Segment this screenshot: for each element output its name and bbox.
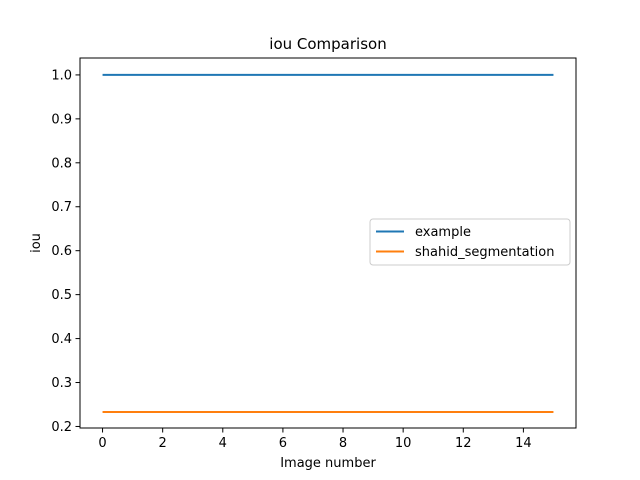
chart-title: iou Comparison [269,35,386,53]
x-tick-label: 6 [279,436,287,451]
x-tick-label: 14 [515,436,532,451]
legend-label-shahid-segmentation: shahid_segmentation [415,245,554,260]
x-axis-label: Image number [280,456,376,471]
x-tick-label: 4 [219,436,227,451]
legend-label-example: example [415,225,471,240]
y-axis: 0.2 0.3 0.4 0.5 0.6 0.7 0.8 0.9 1.0 [51,68,80,435]
y-axis-label: iou [29,233,44,253]
y-tick-label: 0.3 [51,376,72,391]
y-tick-label: 0.9 [51,112,72,127]
y-tick-label: 0.8 [51,156,72,171]
legend-box [369,218,571,266]
y-tick-label: 0.5 [51,288,72,303]
y-tick-label: 0.4 [51,332,72,347]
plot-frame [79,57,577,429]
x-tick-label: 12 [455,436,472,451]
x-tick-label: 8 [339,436,347,451]
y-tick-label: 0.6 [51,244,72,259]
x-axis: 0 2 4 6 8 10 12 14 [98,428,532,451]
y-tick-label: 0.7 [51,200,72,215]
y-tick-label: 0.2 [51,420,72,435]
x-tick-label: 2 [159,436,167,451]
y-tick-label: 1.0 [51,68,72,83]
x-tick-label: 10 [395,436,412,451]
legend: example shahid_segmentation [369,218,571,266]
x-tick-label: 0 [98,436,106,451]
series-layer [102,73,554,413]
